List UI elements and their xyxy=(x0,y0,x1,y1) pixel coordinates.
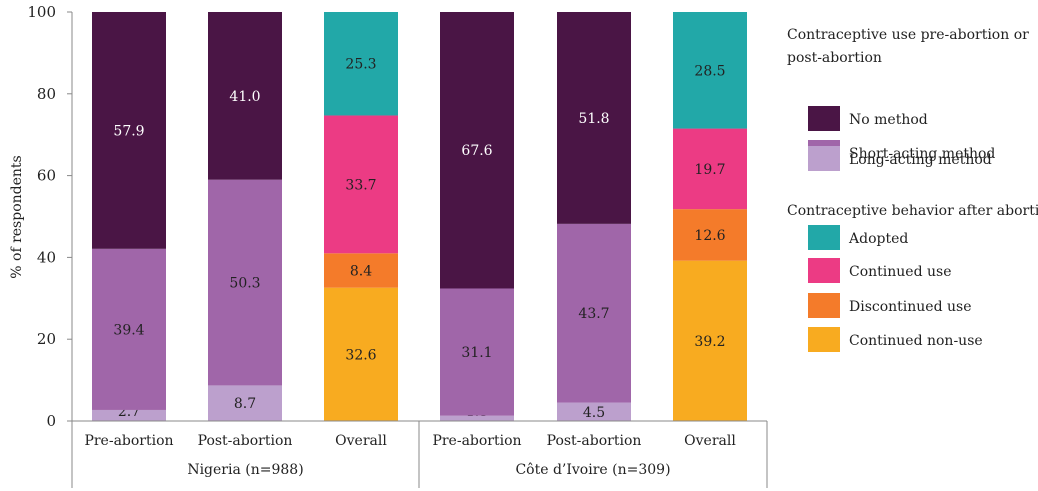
x-category-label: Post-abortion xyxy=(198,433,293,449)
bar-segment-short xyxy=(92,248,166,410)
legend-label-discontinued: Discontinued use xyxy=(849,299,972,315)
x-category-label: Post-abortion xyxy=(547,433,642,449)
y-tick-label: 60 xyxy=(37,167,56,185)
bar-segment-no_method xyxy=(92,12,166,249)
bar-1: 8.7 50.3 41.0 xyxy=(208,12,282,421)
legend-label-nonuse: Continued non-use xyxy=(849,333,983,349)
bar-5: 39.2 12.6 19.7 28.5 xyxy=(673,12,747,421)
bar-value-label: 8.7 xyxy=(234,396,256,412)
bar-segment-continued xyxy=(324,115,398,254)
bar-value-label: 12.6 xyxy=(694,228,725,244)
legend-title: Contraceptive use pre-abortion or xyxy=(787,27,1029,43)
legend-swatch-discontinued xyxy=(808,293,840,318)
bar-segment-short xyxy=(208,179,282,386)
bar-segment-discontinued xyxy=(673,209,747,261)
bar-value-label: 39.2 xyxy=(694,334,725,350)
x-category-label: Pre-abortion xyxy=(432,433,521,449)
bar-value-label: 25.3 xyxy=(345,57,376,73)
bar-value-label: 39.4 xyxy=(113,322,144,338)
x-category-label: Overall xyxy=(335,433,387,449)
plot-area: 0204060801002.739.457.98.750.341.032.68.… xyxy=(27,3,768,488)
bar-value-label: 43.7 xyxy=(578,306,609,322)
bar-segment-continued xyxy=(673,128,747,210)
legend-label-long: Long-acting method xyxy=(849,152,992,168)
legend-label-no_method: No method xyxy=(849,112,928,128)
bar-value-label: 28.5 xyxy=(694,63,725,79)
bar-segment-adopted xyxy=(324,12,398,116)
legend: Contraceptive use pre-abortion or post-ab… xyxy=(787,27,1038,352)
bar-4: 4.5 43.7 51.8 xyxy=(557,12,631,421)
bar-segment-no_method xyxy=(557,12,631,224)
legend-swatch-continued xyxy=(808,258,840,283)
legend-swatch-no_method xyxy=(808,106,840,131)
bar-value-label: 31.1 xyxy=(461,345,492,361)
bar-segment-no_method xyxy=(208,12,282,180)
bar-segment-long xyxy=(92,409,166,421)
y-tick-label: 100 xyxy=(27,3,56,21)
legend-swatch-adopted xyxy=(808,225,840,250)
bar-segment-short xyxy=(440,288,514,416)
legend-label-adopted: Adopted xyxy=(848,231,908,247)
legend-label-short: Short-acting method xyxy=(849,146,995,162)
bar-value-label: 41.0 xyxy=(229,89,260,105)
bar-value-label: 4.5 xyxy=(583,405,605,421)
y-tick-label: 80 xyxy=(37,85,56,103)
bar-2: 32.6 8.4 33.7 25.3 xyxy=(324,12,398,421)
x-category-label: Pre-abortion xyxy=(84,433,173,449)
legend-swatch-nonuse xyxy=(808,327,840,352)
bar-segment-short xyxy=(557,223,631,403)
bar-segment-long xyxy=(208,385,282,421)
bar-3: 1.331.167.6 xyxy=(440,12,514,421)
bar-segment-long xyxy=(557,402,631,421)
bar-value-label: 8.4 xyxy=(350,263,372,279)
y-axis-label: % of respondents xyxy=(9,155,25,278)
bar-segment-nonuse xyxy=(324,287,398,421)
legend-title: Contraceptive behavior after abortion xyxy=(787,203,1038,219)
bar-value-label: 32.6 xyxy=(345,347,376,363)
bar-segment-adopted xyxy=(673,12,747,129)
bar-value-label: 50.3 xyxy=(229,276,260,292)
y-tick-label: 20 xyxy=(37,330,56,348)
y-tick-label: 40 xyxy=(37,248,56,266)
legend-title: post-abortion xyxy=(787,50,882,66)
x-category-label: Overall xyxy=(684,433,736,449)
legend-label-continued: Continued use xyxy=(849,264,951,280)
bar-0: 2.739.457.9 xyxy=(92,12,166,421)
bar-segment-nonuse xyxy=(673,260,747,421)
bar-segment-long xyxy=(440,415,514,421)
legend-swatch-long xyxy=(808,146,840,171)
bar-segment-discontinued xyxy=(324,253,398,288)
y-tick-label: 0 xyxy=(46,412,56,430)
bar-value-label: 57.9 xyxy=(113,123,144,139)
x-group-label: Côte d’Ivoire (n=309) xyxy=(515,462,670,478)
x-group-label: Nigeria (n=988) xyxy=(187,462,303,478)
bar-segment-no_method xyxy=(440,12,514,289)
bar-value-label: 19.7 xyxy=(694,162,725,178)
bar-value-label: 33.7 xyxy=(345,177,376,193)
bar-value-label: 51.8 xyxy=(578,111,609,127)
bar-value-label: 67.6 xyxy=(461,143,492,159)
